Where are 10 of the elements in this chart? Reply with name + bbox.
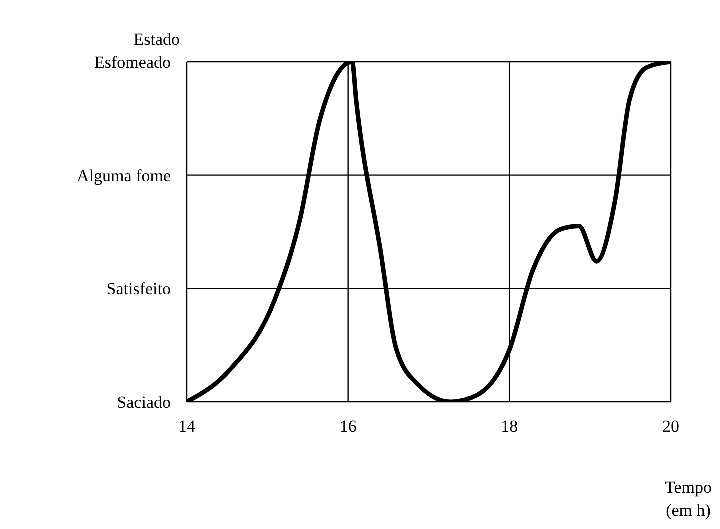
x-tick-label: 14 [178,417,196,436]
text: Esfomeado [94,53,171,72]
x-tick-label: 18 [501,417,518,436]
y-axis-title: Estado [134,30,180,50]
text: Satisfeito [106,280,171,299]
x-tick-label: 16 [340,417,357,436]
text: Alguma fome [77,166,171,186]
x-axis-title: Tempo (em h) [665,477,712,522]
text: Saciado [117,393,171,412]
x-tick-label: 20 [662,417,680,436]
